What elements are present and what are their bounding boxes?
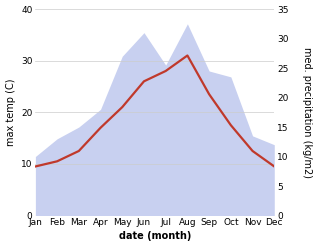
X-axis label: date (month): date (month): [119, 231, 191, 242]
Y-axis label: med. precipitation (kg/m2): med. precipitation (kg/m2): [302, 47, 313, 178]
Y-axis label: max temp (C): max temp (C): [5, 79, 16, 146]
